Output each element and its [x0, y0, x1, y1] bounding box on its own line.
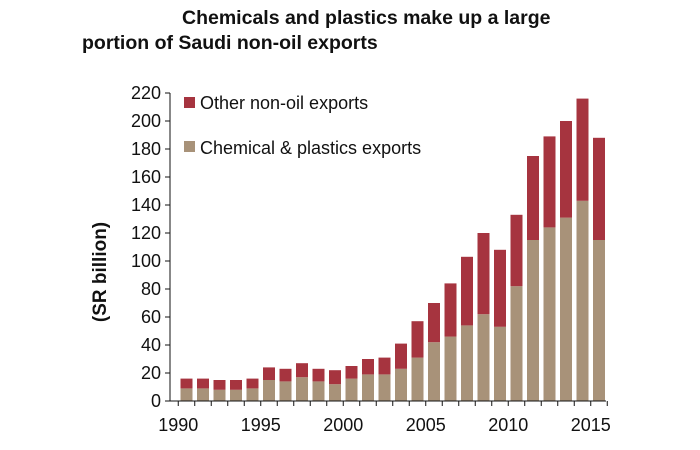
y-tick-label-200: 200 [131, 111, 161, 131]
bar-other-2015 [593, 137, 605, 240]
y-tick-label-220: 220 [131, 83, 161, 103]
bar-other-2012 [543, 136, 556, 228]
y-tick-label-20: 20 [141, 363, 161, 383]
bar-chemical-2015 [593, 240, 605, 401]
bar-other-1990 [180, 378, 193, 389]
bar-chemical-1998 [312, 381, 325, 401]
bar-chemical-2014 [576, 200, 589, 401]
bar-chemical-2011 [527, 240, 539, 401]
bar-other-1992 [213, 380, 226, 390]
bar-chemical-2008 [477, 314, 490, 401]
legend: Other non-oil exports Chemical & plastic… [184, 93, 421, 158]
y-tick-label-60: 60 [141, 307, 161, 327]
bar-other-1991 [197, 378, 209, 389]
bar-other-1993 [230, 380, 242, 390]
bar-other-1995 [263, 367, 275, 380]
y-tick-label-160: 160 [131, 167, 161, 187]
bar-chemical-1999 [329, 384, 341, 401]
bar-other-2004 [411, 321, 424, 358]
bar-chemical-1992 [213, 389, 226, 401]
bar-other-2007 [461, 256, 473, 326]
y-tick-label-0: 0 [151, 391, 161, 411]
bar-other-2000 [345, 366, 358, 379]
legend-swatch-other [184, 97, 195, 108]
x-tick-label-2015: 2015 [571, 415, 611, 435]
bar-other-2001 [362, 359, 374, 375]
chart-title: Chemicals and plastics make up a large p… [82, 6, 642, 56]
bar-chemical-1994 [246, 388, 259, 401]
y-axis-title: (SR billion) [90, 222, 111, 322]
y-tick-label-180: 180 [131, 139, 161, 159]
x-tick-label-1995: 1995 [241, 415, 281, 435]
x-tick-label-1990: 1990 [158, 415, 198, 435]
bar-chemical-1997 [296, 377, 308, 401]
y-tick-label-80: 80 [141, 279, 161, 299]
bar-chemical-2003 [395, 368, 407, 401]
bar-chemical-2013 [560, 217, 572, 401]
bar-other-1999 [329, 370, 341, 385]
bar-other-1998 [312, 368, 325, 382]
bar-other-2011 [527, 156, 539, 240]
bars-group [180, 98, 605, 401]
bar-chemical-1993 [230, 389, 242, 401]
bar-chemical-2002 [378, 374, 391, 401]
bar-other-2013 [560, 121, 572, 218]
bar-chemical-2005 [428, 342, 440, 401]
bar-chemical-2004 [411, 357, 424, 401]
y-tick-label-140: 140 [131, 195, 161, 215]
bar-chemical-1996 [279, 381, 292, 401]
bar-other-2009 [494, 249, 506, 327]
chart-title-line-2: portion of Saudi non-oil exports [82, 32, 378, 54]
bar-other-1996 [279, 368, 292, 382]
bar-chemical-2009 [494, 326, 506, 401]
y-tick-label-100: 100 [131, 251, 161, 271]
axes-group: 0 20 40 60 80 100 120 140 160 180 200 220 1990 1995 20… [131, 83, 611, 435]
x-tick-label-2000: 2000 [323, 415, 363, 435]
bar-chemical-2006 [444, 336, 457, 401]
bar-other-2003 [395, 343, 407, 369]
bar-other-1994 [246, 378, 259, 389]
y-tick-label-40: 40 [141, 335, 161, 355]
chart-title-line-1: Chemicals and plastics make up a large [182, 7, 551, 29]
bar-other-2002 [378, 357, 391, 375]
bar-chemical-2001 [362, 374, 374, 401]
bar-chemical-1991 [197, 388, 209, 401]
legend-label-other: Other non-oil exports [200, 93, 368, 113]
bar-other-2005 [428, 303, 440, 343]
legend-label-chemical: Chemical & plastics exports [200, 138, 421, 158]
bar-other-1997 [296, 363, 308, 378]
x-tick-label-2010: 2010 [488, 415, 528, 435]
bar-chemical-1990 [180, 388, 193, 401]
legend-swatch-chemical [184, 141, 195, 152]
bar-chemical-2007 [461, 325, 473, 401]
x-tick-label-2005: 2005 [406, 415, 446, 435]
bar-chemical-2000 [345, 378, 358, 401]
bar-other-2008 [477, 233, 490, 315]
y-tick-label-120: 120 [131, 223, 161, 243]
bar-chemical-2010 [510, 286, 523, 401]
bar-other-2010 [510, 214, 523, 287]
bar-chemical-1995 [263, 380, 275, 401]
bar-other-2006 [444, 283, 457, 337]
bar-chemical-2012 [543, 227, 556, 401]
bar-other-2014 [576, 98, 589, 201]
